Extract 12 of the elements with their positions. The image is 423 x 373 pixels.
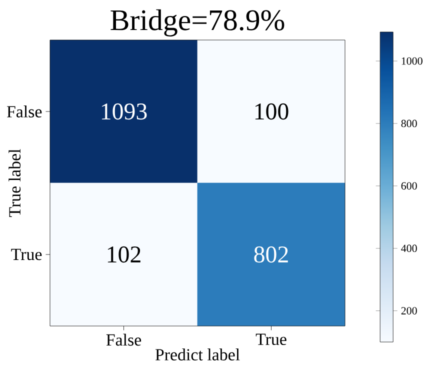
color-bar-label: 400 [401,244,417,252]
color-bar-label: 200 [401,307,417,314]
chart-title: Bridge=78.9% [110,9,284,37]
color-bar-label: 1000 [402,57,422,65]
data-label: 802 [254,246,288,263]
data-label: 102 [108,246,140,263]
x-axis-title: Predict label [155,348,240,360]
color-bar-label: 800 [401,120,417,128]
y-axis-title: True label [8,149,21,217]
color-bar-label: 600 [401,182,417,190]
data-label: 1093 [102,103,147,120]
data-label: 100 [255,103,288,120]
